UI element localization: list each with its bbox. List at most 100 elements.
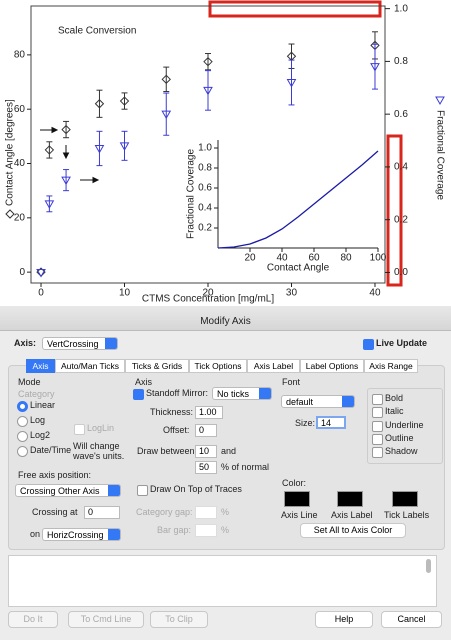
annotation: Scale Conversion [58,26,136,37]
x-axis-label: Contact Angle [267,263,330,274]
radio-label: Log2 [30,430,51,440]
section-heading: Color: [282,478,307,488]
y-tick-label: 0.2 [198,223,212,234]
marker [36,268,46,278]
crossing-field[interactable]: 0 [84,506,120,519]
style-label: Italic [385,406,404,416]
tab[interactable]: Axis Range [364,359,418,373]
draw-on-top-label: Draw On Top of Traces [150,484,242,494]
font-popup[interactable]: default [281,395,355,408]
bar-gap-label: Bar gap: [157,525,192,535]
tab[interactable]: Tick Options [189,359,247,373]
x-tick-label: 40 [276,253,288,264]
size-field[interactable]: 14 [316,416,346,429]
and-label: and [221,446,237,456]
command-area[interactable] [8,555,437,607]
legend-marker [435,96,445,106]
radio[interactable] [17,416,28,427]
tab[interactable]: Axis Label [247,359,300,373]
y-tick-label: 0.6 [198,183,212,194]
section-heading: Free axis position: [18,470,92,480]
marker [119,96,130,106]
loglin-label: LogLin [87,423,115,433]
color-swatch[interactable] [392,491,418,507]
window-title: Modify Axis [200,316,251,327]
y2-tick-label: 0.4 [394,162,408,173]
checkbox[interactable] [372,407,383,418]
section-heading: Mode [18,377,41,387]
tab[interactable]: Label Options [300,359,364,373]
y2-tick-label: 0.0 [394,267,408,278]
checkbox[interactable] [137,485,148,496]
on-popup[interactable]: HorizCrossing [42,528,121,541]
checkbox[interactable] [74,424,85,435]
free-popup[interactable]: Crossing Other Axis [15,484,121,497]
live-update-label: Live Update [376,338,428,348]
offset-label: Offset: [163,425,190,435]
x-tick-label: 100 [370,253,387,264]
thickness-label: Thickness: [150,407,194,417]
size-label: Size: [295,418,316,428]
chart: 0 10 20 30 40 0 20 40 60 80 0.0 0.2 0.4 0.6 0.8 1.0 Scal… [0,0,451,306]
button[interactable]: Help [315,611,373,628]
draw-to-field[interactable]: 50 [195,461,217,474]
checkbox[interactable] [133,389,144,400]
button[interactable]: To Clip [150,611,208,628]
marker [161,74,171,85]
y-tick-label: 0.4 [198,203,212,214]
thickness-field[interactable]: 1.00 [195,406,223,419]
legend-marker [5,209,15,219]
y2-tick-label: 0.2 [394,214,408,225]
tab[interactable]: Auto/Man Ticks [55,359,125,373]
y-tick-label: 0 [19,267,25,278]
offset-field[interactable]: 0 [195,424,217,437]
tab[interactable]: Ticks & Grids [125,359,189,373]
y-tick-label: 20 [14,212,26,223]
y-tick-label: 0.8 [198,163,212,174]
y-tick-label: 80 [14,50,26,61]
x-tick-label: 0 [38,288,44,299]
draw-from-field[interactable]: 10 [195,445,217,458]
category-gap-field[interactable] [195,506,217,519]
highlight-box [386,134,403,287]
y2-tick-label: 1.0 [394,3,408,14]
radio-label: Date/Time [30,445,72,455]
x-tick-label: 20 [244,253,256,264]
checkbox[interactable] [372,434,383,445]
marker [94,144,105,154]
radio-label: Log [30,415,46,425]
marker [119,142,130,151]
set-all-button[interactable]: Set All to Axis Color [300,523,406,538]
button[interactable]: To Cmd Line [68,611,144,628]
button[interactable]: Do It [8,611,58,628]
radio[interactable] [17,401,28,412]
axis-popup[interactable]: VertCrossing [42,337,118,350]
x-axis-label: CTMS Concentration [mg/mL] [142,294,274,305]
note: Will change wave's units. [73,441,125,461]
curve [217,150,379,249]
color-swatch[interactable] [337,491,363,507]
highlight-box [208,0,382,18]
y-tick-label: 1.0 [198,143,212,154]
radio[interactable] [17,446,28,457]
checkbox[interactable] [372,421,383,432]
radio[interactable] [17,431,28,442]
checkbox[interactable] [372,447,383,458]
color-label: Tick Labels [384,510,430,520]
checkbox[interactable] [372,394,383,405]
mirror-popup[interactable]: No ticks [212,387,272,400]
marker [61,124,71,135]
color-swatch[interactable] [284,491,310,507]
x-tick-label: 30 [286,288,298,299]
radio-label: Linear [30,400,56,410]
style-box [367,388,443,464]
marker [44,200,55,209]
button[interactable]: Cancel [381,611,442,628]
style-label: Outline [385,433,414,443]
on-label: on [30,529,41,539]
bar-gap-field[interactable] [195,524,217,537]
x-tick-label: 10 [119,288,131,299]
x-tick-label: 20 [202,288,214,299]
checkbox[interactable] [363,339,374,350]
tab[interactable]: Axis [26,359,55,373]
